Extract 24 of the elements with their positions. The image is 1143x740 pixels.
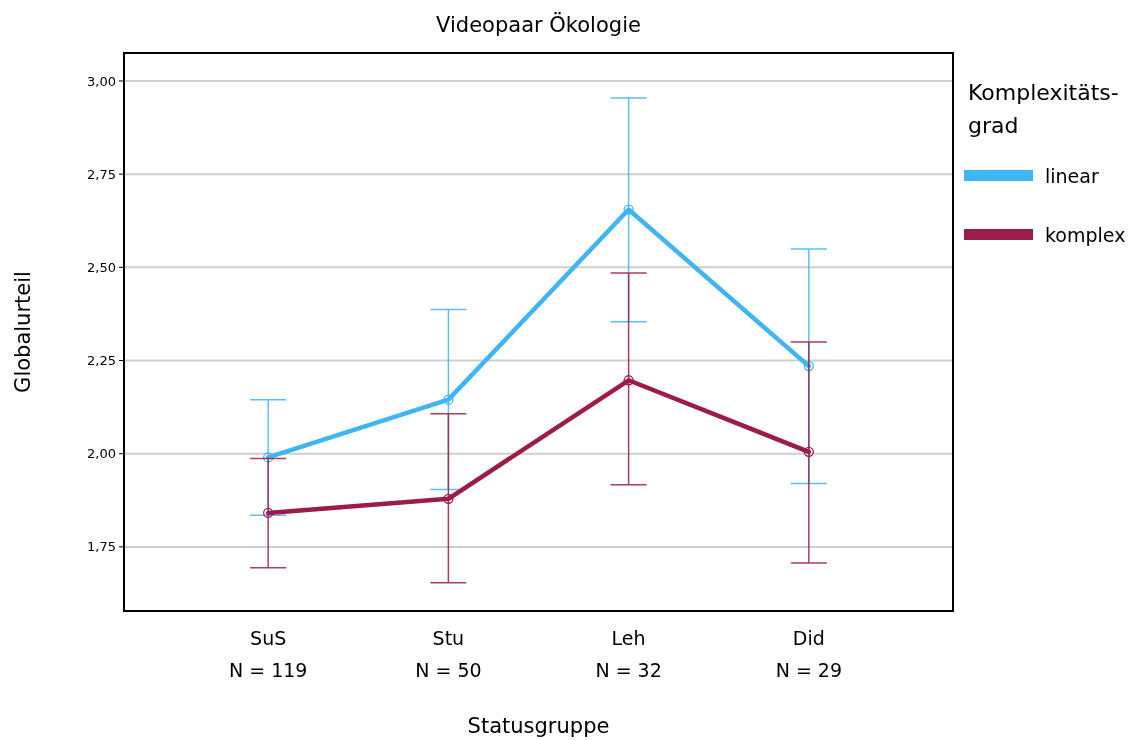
point [803, 360, 814, 372]
y-tick-label: 2,00 [87, 446, 116, 462]
y-tick-label: 2,50 [87, 259, 116, 275]
point [263, 507, 274, 519]
chart-title: Videopaar Ökologie [436, 12, 641, 37]
point [803, 446, 814, 457]
x-tick-label: Stu N = 50 [415, 627, 482, 681]
y-tick-label: 2,75 [87, 166, 116, 182]
y-tick-label: 1,75 [87, 539, 116, 555]
x-tick-label: Leh N = 32 [595, 627, 662, 681]
y-tick-label: 3,00 [87, 73, 116, 89]
point [443, 493, 454, 504]
point [623, 375, 634, 386]
y-tick-label: 2,25 [87, 353, 116, 369]
y-axis-title: Globalurteil [11, 271, 35, 393]
x-axis-title: Statusgruppe [467, 714, 610, 738]
point [263, 452, 274, 463]
legend-label: komplex [1045, 223, 1126, 246]
x-tick-label: Did N = 29 [775, 627, 843, 681]
legend-title: Komplexitäts- grad [968, 80, 1119, 138]
legend-label: linear [1045, 164, 1099, 187]
point [623, 204, 634, 215]
x-tick-label: SuS N = 119 [228, 627, 308, 681]
point [443, 394, 454, 405]
